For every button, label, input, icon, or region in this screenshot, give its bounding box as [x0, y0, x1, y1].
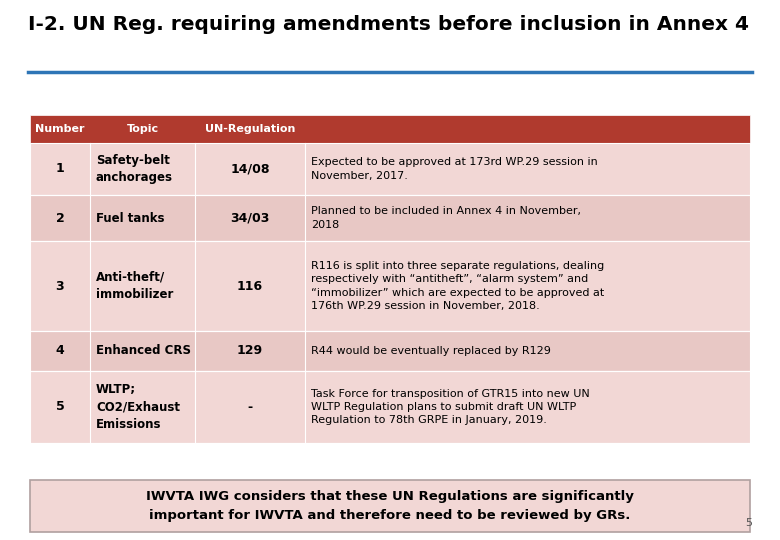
Text: Expected to be approved at 173rd WP.29 session in
November, 2017.: Expected to be approved at 173rd WP.29 s…: [311, 157, 597, 180]
Bar: [30, 241, 750, 331]
Text: Planned to be included in Annex 4 in November,
2018: Planned to be included in Annex 4 in Nov…: [311, 206, 581, 230]
Text: 129: 129: [237, 345, 263, 357]
Text: Topic: Topic: [126, 124, 158, 134]
Text: -: -: [247, 401, 253, 414]
Text: Fuel tanks: Fuel tanks: [96, 212, 165, 225]
Bar: [30, 195, 750, 241]
Text: 5: 5: [745, 518, 752, 528]
Text: Safety-belt
anchorages: Safety-belt anchorages: [96, 154, 173, 184]
Text: IWVTA IWG considers that these UN Regulations are significantly
important for IW: IWVTA IWG considers that these UN Regula…: [146, 490, 634, 522]
Text: 2: 2: [55, 212, 65, 225]
Text: 4: 4: [55, 345, 65, 357]
Bar: [30, 331, 750, 371]
Text: Enhanced CRS: Enhanced CRS: [96, 345, 191, 357]
Text: 116: 116: [237, 280, 263, 293]
Bar: [30, 143, 750, 195]
Text: 5: 5: [55, 401, 65, 414]
Text: Task Force for transposition of GTR15 into new UN
WLTP Regulation plans to submi: Task Force for transposition of GTR15 in…: [311, 389, 590, 425]
Text: WLTP;
CO2/Exhaust
Emissions: WLTP; CO2/Exhaust Emissions: [96, 383, 180, 430]
Text: R116 is split into three separate regulations, dealing
respectively with “antith: R116 is split into three separate regula…: [311, 261, 604, 311]
Text: I-2. UN Reg. requiring amendments before inclusion in Annex 4: I-2. UN Reg. requiring amendments before…: [28, 15, 749, 34]
Bar: [30, 371, 750, 443]
Text: 14/08: 14/08: [230, 163, 270, 176]
Text: 1: 1: [55, 163, 65, 176]
Text: R44 would be eventually replaced by R129: R44 would be eventually replaced by R129: [311, 346, 551, 356]
Bar: [30, 480, 750, 532]
Text: Anti-theft/
immobilizer: Anti-theft/ immobilizer: [96, 271, 173, 301]
Text: 34/03: 34/03: [230, 212, 270, 225]
Text: 3: 3: [55, 280, 64, 293]
Text: UN-Regulation: UN-Regulation: [205, 124, 295, 134]
Bar: [30, 115, 750, 143]
Text: Number: Number: [35, 124, 85, 134]
